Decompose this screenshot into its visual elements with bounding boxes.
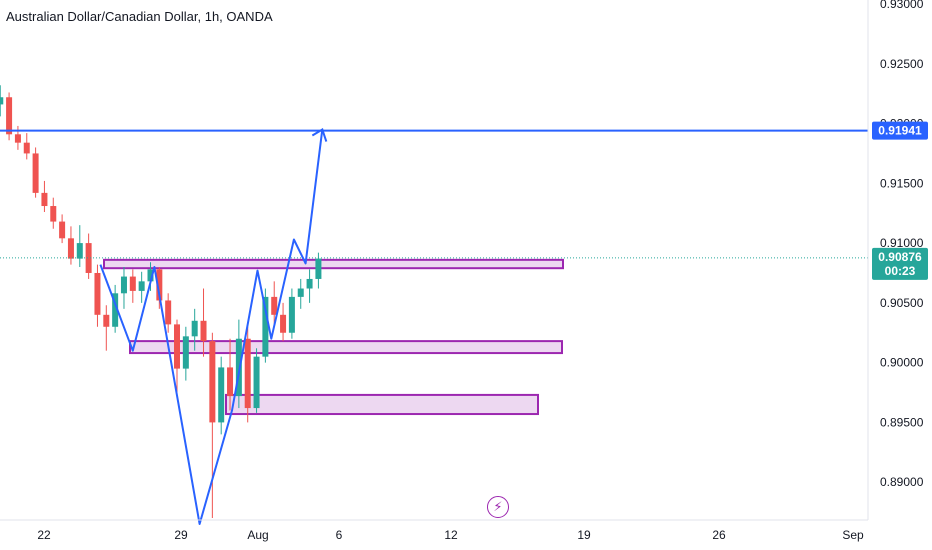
candle-body: [297, 288, 304, 297]
candle-body: [94, 272, 101, 315]
support-zone-upper: [129, 340, 563, 355]
candle-body: [23, 142, 30, 154]
chart-title: Australian Dollar/Canadian Dollar, 1h, O…: [6, 9, 273, 24]
candle-body: [129, 276, 136, 291]
candle-body: [103, 314, 110, 327]
candle-body: [288, 296, 295, 333]
y-tick-label: 0.93000: [880, 0, 924, 11]
x-tick-label: 6: [336, 528, 343, 542]
candle-body: [85, 243, 92, 273]
countdown-label: 00:23: [885, 264, 916, 278]
candle-body: [182, 336, 189, 369]
horizontal-line-price-tag: [872, 121, 928, 140]
candle-body: [6, 97, 13, 135]
projection-arrow-head: [311, 128, 328, 142]
candle-body: [253, 356, 260, 409]
lightning-icon[interactable]: ⚡: [487, 496, 509, 518]
support-zone-lower: [225, 393, 539, 416]
candle-body: [280, 314, 287, 333]
candle-body: [209, 341, 216, 423]
candle-body: [262, 296, 269, 357]
y-tick-label: 0.91500: [880, 176, 924, 190]
candle-body: [147, 269, 154, 282]
candle-body: [0, 97, 4, 105]
x-tick-label: 22: [37, 528, 51, 542]
candle-body: [112, 293, 119, 327]
candle-body: [218, 367, 225, 423]
y-tick-label: 0.90000: [880, 356, 924, 370]
y-tick-label: 0.91000: [880, 236, 924, 250]
y-tick-label: 0.89000: [880, 475, 924, 489]
x-tick-label: 19: [577, 528, 591, 542]
candle-body: [32, 153, 39, 193]
current-price-tag: [872, 247, 928, 280]
y-tick-label: 0.90500: [880, 296, 924, 310]
candle-body: [50, 206, 57, 222]
candle-body: [191, 320, 198, 337]
candle-body: [174, 324, 181, 369]
candle-body: [200, 320, 207, 342]
candle-body: [165, 300, 172, 325]
x-tick-label: 12: [444, 528, 458, 542]
x-tick-label: Sep: [842, 528, 864, 542]
x-tick-label: 29: [174, 528, 188, 542]
candle-body: [244, 338, 251, 409]
candle-body: [227, 367, 234, 397]
resistance-zone: [103, 258, 564, 270]
candle-body: [120, 276, 127, 294]
horizontal-line-price-label: 0.91941: [878, 124, 922, 138]
candle-body: [67, 238, 74, 259]
candle-body: [156, 269, 163, 301]
candle-body: [76, 243, 83, 259]
current-price-label: 0.90876: [878, 250, 922, 264]
candle-body: [59, 221, 66, 239]
candle-body: [271, 296, 278, 315]
candle-body: [306, 278, 313, 289]
x-tick-label: Aug: [247, 528, 268, 542]
x-tick-label: 26: [712, 528, 726, 542]
y-tick-label: 0.89500: [880, 415, 924, 429]
candle-body: [138, 281, 145, 291]
candle-body: [14, 134, 21, 143]
candle-body: [315, 258, 322, 279]
y-tick-label: 0.92500: [880, 57, 924, 71]
projection-path: [99, 129, 324, 525]
candle-body: [41, 192, 48, 207]
